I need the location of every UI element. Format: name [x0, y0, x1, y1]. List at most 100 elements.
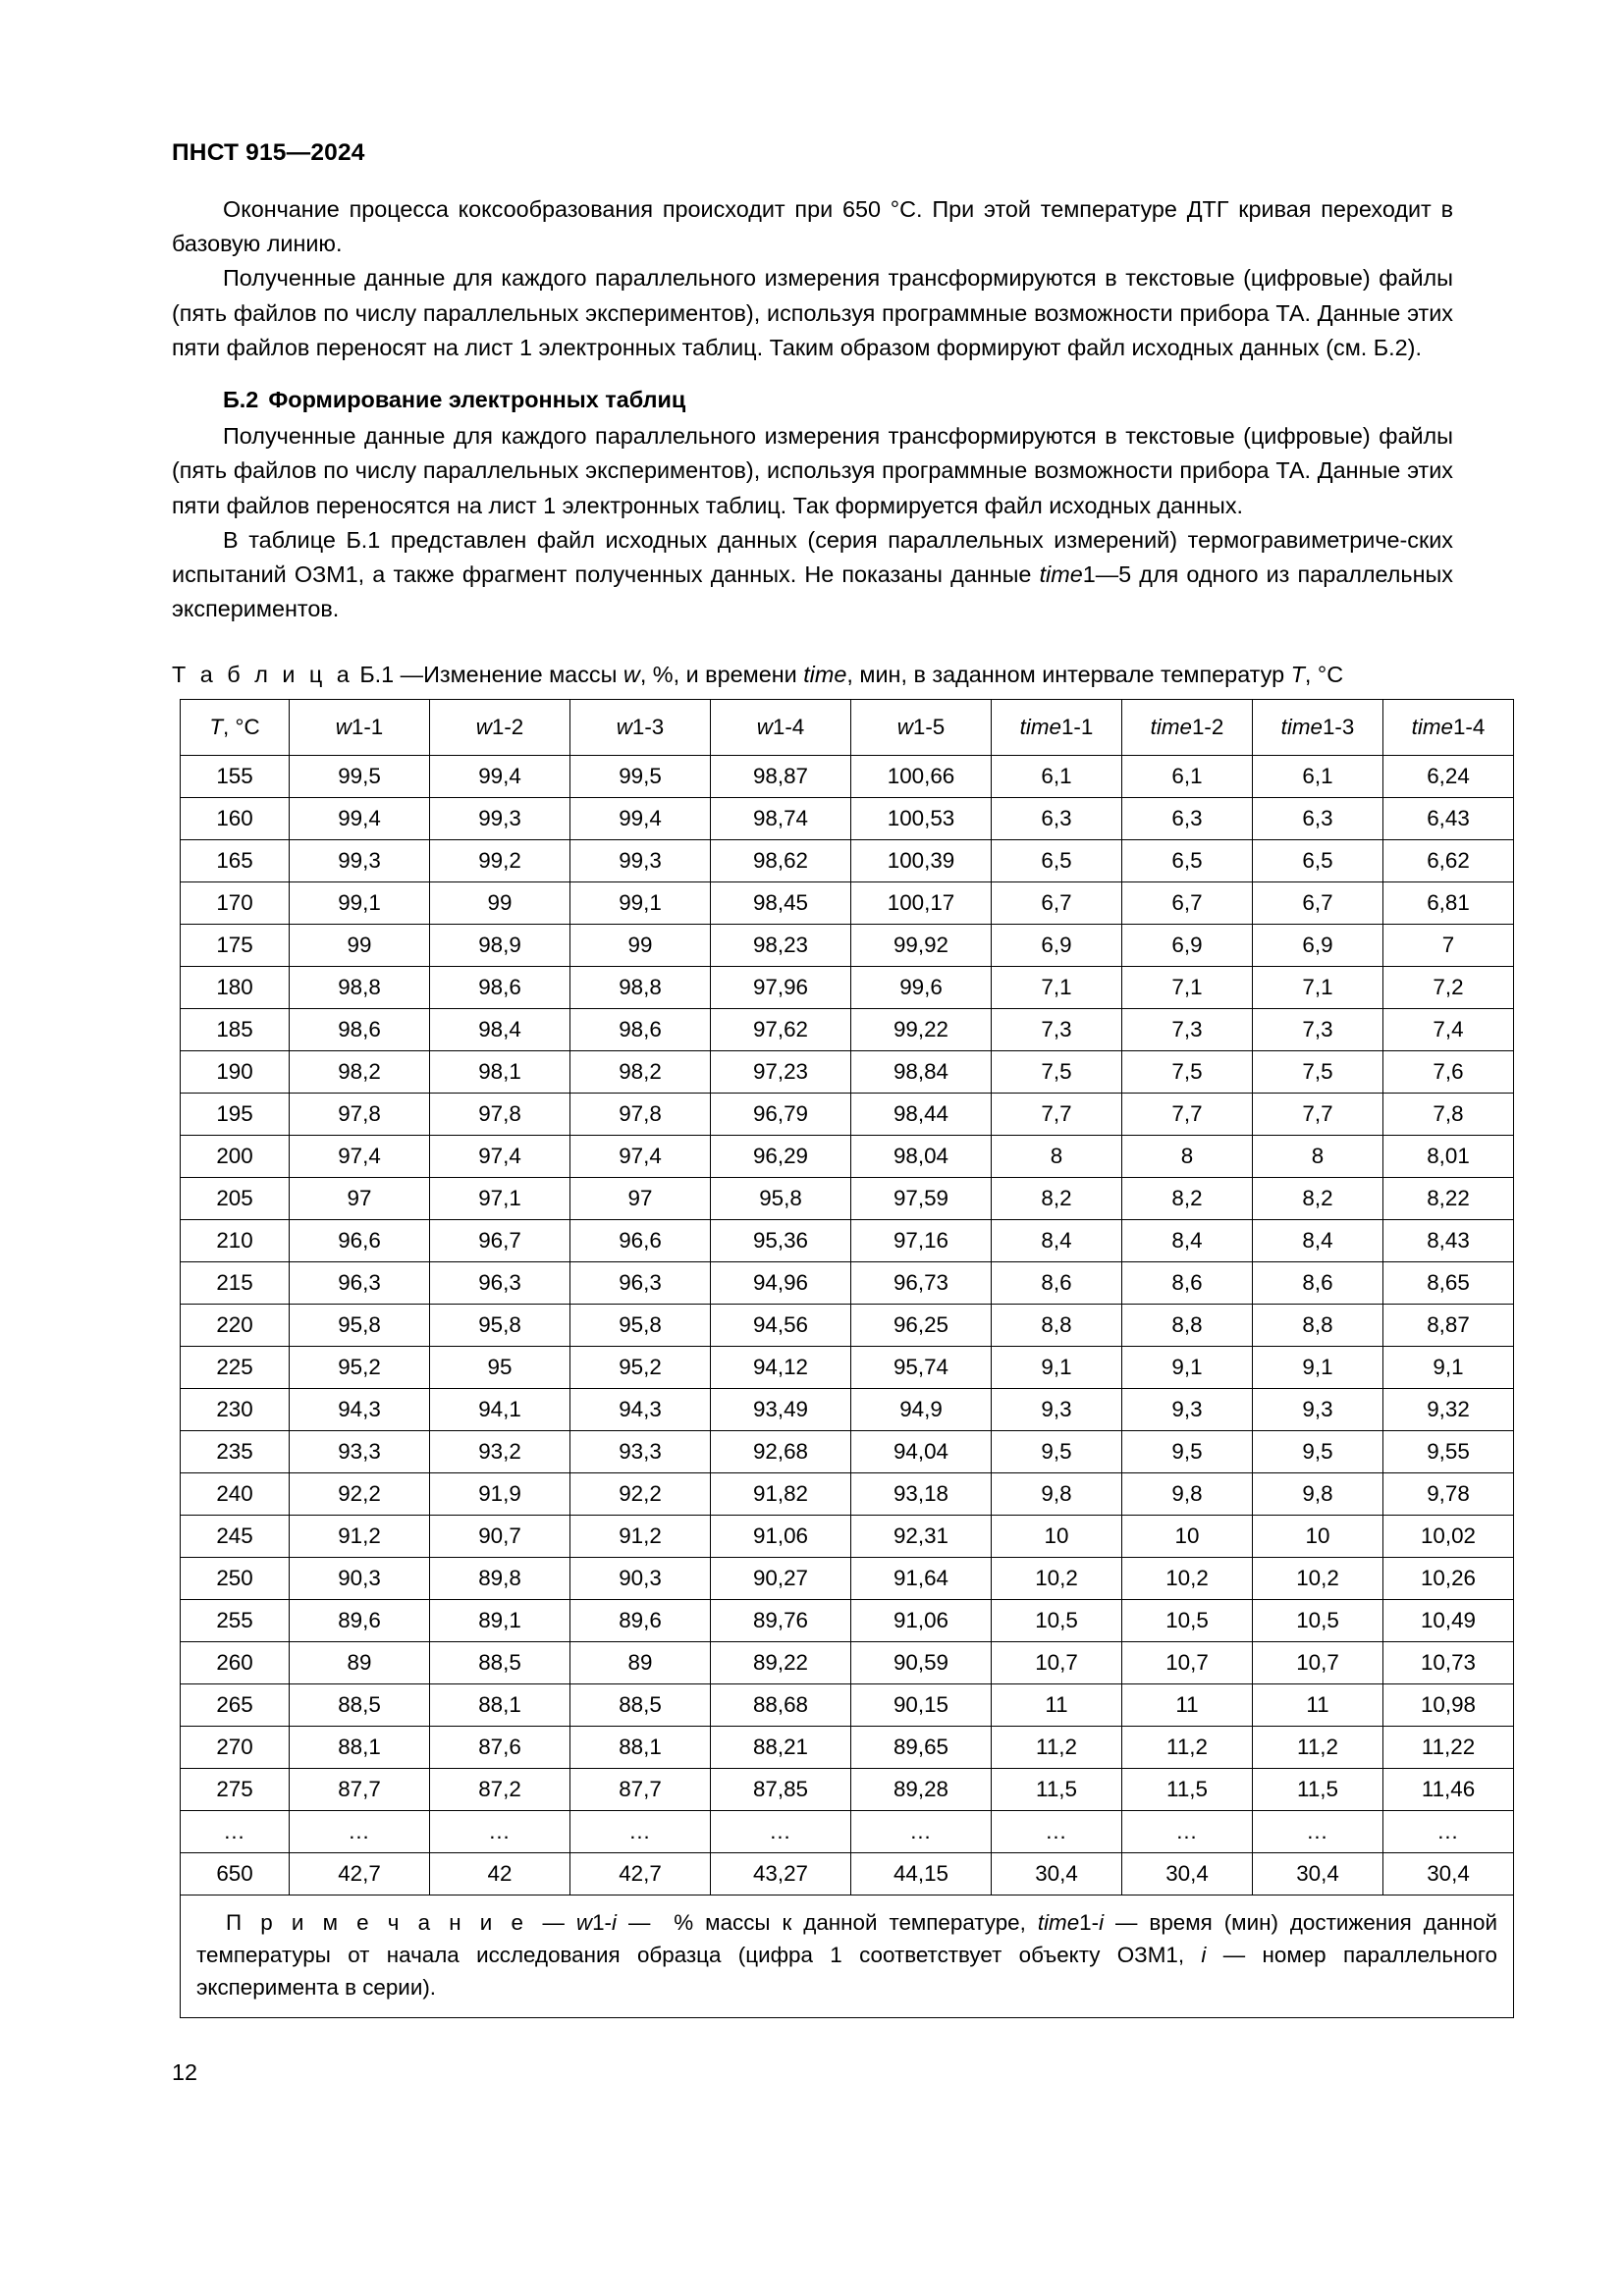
- table-cell: 89,6: [569, 1599, 711, 1642]
- table-cell: 7,3: [991, 1008, 1122, 1051]
- note-time-sub: 1-: [1079, 1910, 1100, 1935]
- table-cell: 43,27: [710, 1852, 851, 1896]
- table-cell: 8,2: [991, 1177, 1122, 1220]
- table-cell: 98,04: [850, 1135, 992, 1178]
- table-cell: 87,6: [429, 1726, 570, 1769]
- table-cell: 98,1: [429, 1050, 570, 1094]
- table-cell: 11: [1252, 1683, 1383, 1727]
- table-cell: …: [1252, 1810, 1383, 1853]
- table-cell: 90,59: [850, 1641, 992, 1684]
- table-cell: …: [991, 1810, 1122, 1853]
- table-cell: 99: [429, 881, 570, 925]
- table-cell: 9,1: [1252, 1346, 1383, 1389]
- table-cell: 235: [180, 1430, 290, 1473]
- note-text-2: время (мин) достижения данной температур…: [196, 1910, 1497, 1967]
- table-cell: 88,1: [429, 1683, 570, 1727]
- table-cell: 94,3: [569, 1388, 711, 1431]
- table-cell: 96,7: [429, 1219, 570, 1262]
- note-w-sub: 1-: [592, 1910, 612, 1935]
- table-foot: П р и м е ч а н и е — w1-i — % массы к д…: [180, 1895, 1514, 2018]
- table-cell: 97,8: [429, 1093, 570, 1136]
- table-cell: 10: [1252, 1515, 1383, 1558]
- table-cell: 88,5: [289, 1683, 430, 1727]
- table-cell: 96,29: [710, 1135, 851, 1178]
- table-cell: …: [1121, 1810, 1253, 1853]
- table-cell: 96,6: [289, 1219, 430, 1262]
- table-cell: 10,5: [991, 1599, 1122, 1642]
- table-cell: 6,5: [1252, 839, 1383, 882]
- table-cell: 7,5: [991, 1050, 1122, 1094]
- table-cell: 8,87: [1382, 1304, 1514, 1347]
- table-caption-dash: —: [400, 662, 424, 687]
- table-cell: 95,8: [710, 1177, 851, 1220]
- table-row: 255 89,6 89,1 89,6 89,76 91,06 10,5 10,5 10,5 10,…: [180, 1599, 1514, 1642]
- table-cell: 7,3: [1252, 1008, 1383, 1051]
- table-cell: 275: [180, 1768, 290, 1811]
- table-cell: 11,46: [1382, 1768, 1514, 1811]
- table-caption: Т а б л и ц а Б.1 —Изменение массы w, %,…: [172, 660, 1343, 689]
- table-row: 210 96,6 96,7 96,6 95,36 97,16 8,4 8,4 8,4 8,43: [180, 1219, 1514, 1262]
- table-cell: 100,39: [850, 839, 992, 882]
- table-cell: 10,7: [1252, 1641, 1383, 1684]
- table-cell: 94,12: [710, 1346, 851, 1389]
- table-cell: 90,3: [569, 1557, 711, 1600]
- note-text-1: % массы к данной температуре,: [674, 1910, 1038, 1935]
- table-cell: 95,2: [569, 1346, 711, 1389]
- section-heading-b2: Б.2 Формирование электронных таблиц: [172, 383, 1453, 417]
- note-symbol-time: time: [1037, 1910, 1080, 1935]
- table-cell: 7,5: [1121, 1050, 1253, 1094]
- table-cell: 30,4: [1382, 1852, 1514, 1896]
- table-head: T, °С w1-1 w1-2 w1-3 w1-4 w1-5 time1-1 time1-2 t…: [180, 699, 1514, 756]
- table-cell: 210: [180, 1219, 290, 1262]
- table-cell: 93,2: [429, 1430, 570, 1473]
- table-cell: 8,2: [1121, 1177, 1253, 1220]
- table-cell: 94,04: [850, 1430, 992, 1473]
- table-cell: 650: [180, 1852, 290, 1896]
- table-cell: 96,79: [710, 1093, 851, 1136]
- table-cell: 98,87: [710, 755, 851, 798]
- table-cell: 98,8: [289, 966, 430, 1009]
- table-cell: 96,3: [429, 1261, 570, 1305]
- table-cell: …: [1382, 1810, 1514, 1853]
- table-cell: 97,59: [850, 1177, 992, 1220]
- table-cell: 98,6: [569, 1008, 711, 1051]
- table-cell: 99: [289, 924, 430, 967]
- table-cell: 30,4: [1252, 1852, 1383, 1896]
- note-label: П р и м е ч а н и е: [226, 1910, 527, 1935]
- table-cell: 91,06: [710, 1515, 851, 1558]
- table-cell: 95: [429, 1346, 570, 1389]
- table-cell: 10,2: [1121, 1557, 1253, 1600]
- table-row: 215 96,3 96,3 96,3 94,96 96,73 8,6 8,6 8,6 8,65: [180, 1261, 1514, 1305]
- section-number: Б.2: [223, 387, 259, 413]
- table-cell: 8,6: [1252, 1261, 1383, 1305]
- table-cell: 10,2: [1252, 1557, 1383, 1600]
- table-cell: 6,1: [991, 755, 1122, 798]
- table-cell: 99,3: [429, 797, 570, 840]
- table-cell: 9,8: [1121, 1472, 1253, 1516]
- table-cell: …: [850, 1810, 992, 1853]
- note-dash-4: —: [1222, 1943, 1246, 1967]
- section-title: Формирование электронных таблиц: [268, 387, 686, 413]
- table-cell: 9,3: [1121, 1388, 1253, 1431]
- note-time-index: i: [1099, 1910, 1105, 1935]
- table-cell: 7,1: [991, 966, 1122, 1009]
- table-column-header-2: w1-2: [429, 699, 570, 756]
- table-cell: 97,96: [710, 966, 851, 1009]
- table-cell: 98,84: [850, 1050, 992, 1094]
- table-cell: 10: [1121, 1515, 1253, 1558]
- table-cell: 99,1: [569, 881, 711, 925]
- table-cell: 7: [1382, 924, 1514, 967]
- table-cell: 9,3: [991, 1388, 1122, 1431]
- table-cell: 97,16: [850, 1219, 992, 1262]
- table-cell: 6,7: [1252, 881, 1383, 925]
- table-cell: 8,8: [991, 1304, 1122, 1347]
- table-cell: 250: [180, 1557, 290, 1600]
- table-cell: 99,4: [569, 797, 711, 840]
- table-cell: 99,5: [289, 755, 430, 798]
- table-cell: 97,4: [429, 1135, 570, 1178]
- table-cell: 89: [569, 1641, 711, 1684]
- table-row: 240 92,2 91,9 92,2 91,82 93,18 9,8 9,8 9,8 9,78: [180, 1472, 1514, 1516]
- table-row: 235 93,3 93,2 93,3 92,68 94,04 9,5 9,5 9,5 9,55: [180, 1430, 1514, 1473]
- table-cell: 9,5: [991, 1430, 1122, 1473]
- table-cell: 10,7: [1121, 1641, 1253, 1684]
